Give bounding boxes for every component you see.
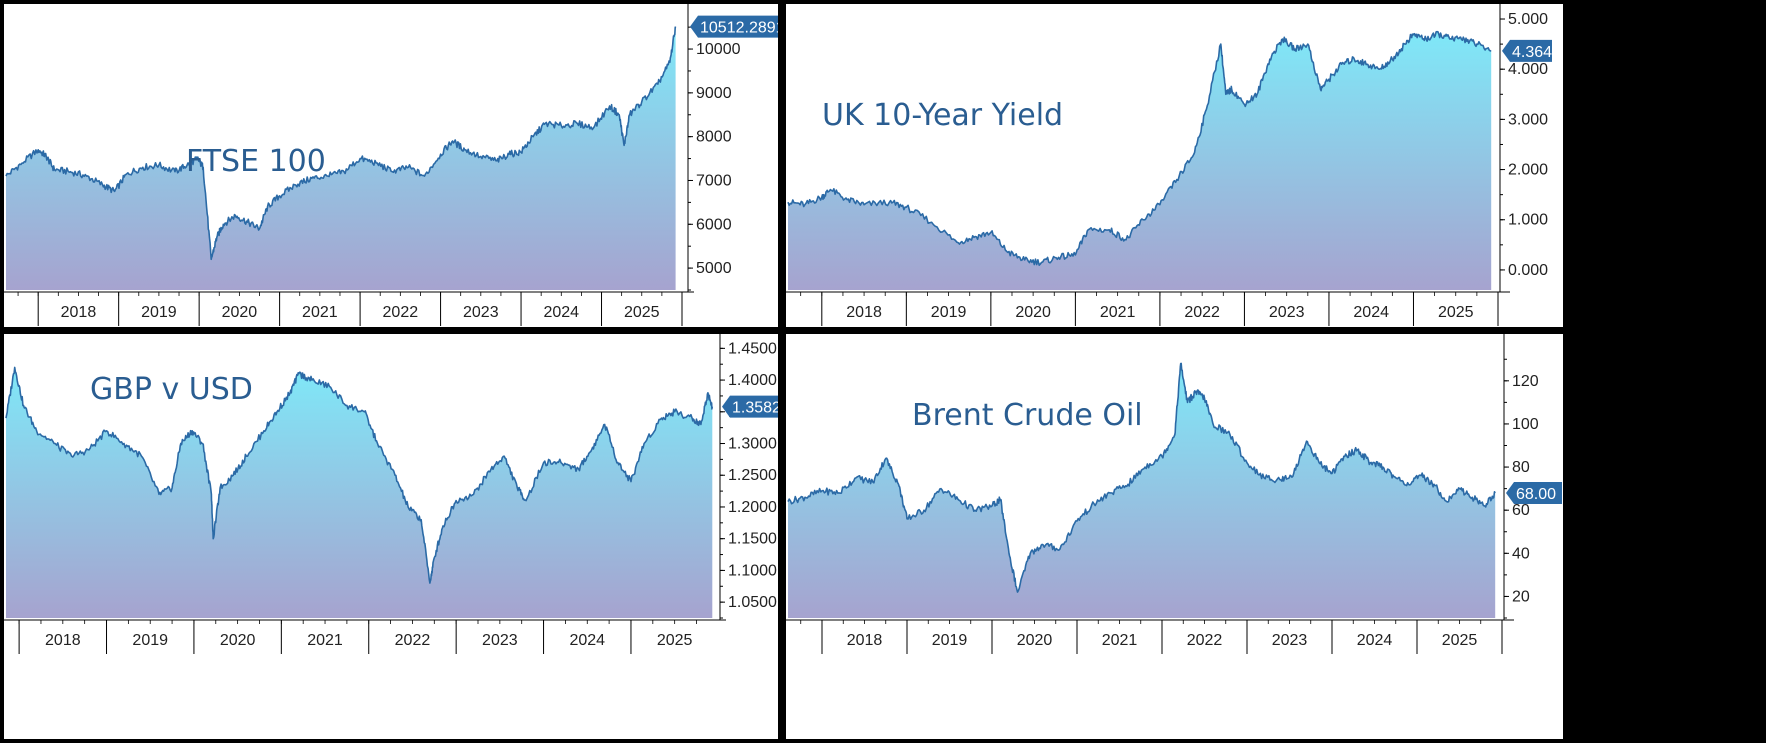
y-tick-label: 1.1500	[728, 531, 777, 548]
year-label: 2018	[847, 632, 883, 649]
last-value-label: 10512.2891	[700, 20, 778, 37]
y-tick-label: 8000	[696, 129, 732, 146]
brent-panel: 20 40 60 80 100 120 68.00 2018 2019 2020 2021 2022 2…	[786, 334, 1563, 739]
y-tick-label: 1.2000	[728, 499, 777, 516]
gilt-yield-panel: 0.000 1.000 2.000 3.000 4.000 5.000 4.364 2018 2…	[786, 4, 1563, 327]
year-label: 2020	[1015, 304, 1051, 321]
year-label: 2025	[1442, 632, 1478, 649]
y-tick-label: 1.2500	[728, 467, 777, 484]
year-label: 2019	[932, 632, 968, 649]
year-label: 2025	[1438, 304, 1474, 321]
gilt-yield-chart: 0.000 1.000 2.000 3.000 4.000 5.000 4.364 2018 2…	[786, 4, 1552, 326]
last-value-label: 68.00	[1516, 486, 1556, 503]
y-tick-label: 1.4500	[728, 340, 777, 357]
y-tick-label: 120	[1512, 373, 1539, 390]
year-label: 2024	[543, 304, 579, 321]
y-tick-label: 5000	[696, 260, 732, 277]
y-tick-label: 100	[1512, 416, 1539, 433]
year-label: 2025	[657, 632, 693, 649]
year-label: 2022	[383, 304, 419, 321]
last-value-tag	[1502, 39, 1552, 62]
gbpusd-chart: 1.0500 1.1000 1.1500 1.2000 1.2500 1.3000 1.35…	[4, 334, 778, 654]
year-label: 2019	[141, 304, 177, 321]
series-line	[787, 30, 1492, 266]
year-label: 2018	[846, 304, 882, 321]
last-value-label: 4.364	[1512, 44, 1552, 61]
brent-chart: 20 40 60 80 100 120 68.00 2018 2019 2020 2021 2022 2…	[786, 334, 1562, 654]
y-tick-label: 5.000	[1508, 11, 1548, 28]
year-label: 2024	[1357, 632, 1393, 649]
ftse-chart: 5000 6000 7000 8000 9000 10000 10512.2891 2018 2…	[4, 4, 778, 326]
year-label: 2025	[624, 304, 660, 321]
y-tick-label: 10000	[696, 41, 741, 58]
year-label: 2019	[132, 632, 168, 649]
series-line	[5, 366, 714, 584]
year-label: 2020	[222, 304, 258, 321]
year-label: 2020	[220, 632, 256, 649]
ftse-panel: 5000 6000 7000 8000 9000 10000 10512.2891 2018 2…	[4, 4, 778, 327]
y-tick-label: 1.1000	[728, 562, 777, 579]
year-label: 2021	[1102, 632, 1138, 649]
y-tick-label: 60	[1512, 502, 1530, 519]
year-label: 2024	[569, 632, 605, 649]
y-tick-label: 80	[1512, 459, 1530, 476]
y-tick-label: 1.3000	[728, 436, 777, 453]
year-label: 2020	[1017, 632, 1053, 649]
gilt-yield-title: UK 10-Year Yield	[822, 98, 1064, 133]
gbpusd-title: GBP v USD	[90, 372, 253, 407]
y-tick-label: 20	[1512, 588, 1530, 605]
year-label: 2018	[45, 632, 81, 649]
y-tick-label: 1.4000	[728, 372, 777, 389]
year-label: 2021	[302, 304, 338, 321]
year-label: 2023	[1272, 632, 1308, 649]
last-value-tag	[722, 395, 778, 418]
year-label: 2019	[931, 304, 967, 321]
year-label: 2021	[1100, 304, 1136, 321]
year-label: 2022	[1184, 304, 1220, 321]
year-label: 2024	[1353, 304, 1389, 321]
y-tick-label: 7000	[696, 172, 732, 189]
year-label: 2023	[1269, 304, 1305, 321]
y-tick-label: 4.000	[1508, 61, 1548, 78]
y-tick-label: 3.000	[1508, 111, 1548, 128]
gbpusd-panel: 1.0500 1.1000 1.1500 1.2000 1.2500 1.3000 1.35…	[4, 334, 778, 739]
last-value-label: 1.3582	[732, 400, 778, 417]
year-label: 2023	[482, 632, 518, 649]
series-area	[788, 31, 1492, 290]
last-value-tag	[690, 15, 778, 38]
series-line	[787, 362, 1496, 593]
series-area	[6, 26, 676, 290]
year-label: 2023	[463, 304, 499, 321]
y-tick-label: 0.000	[1508, 262, 1548, 279]
y-tick-label: 1.0500	[728, 594, 777, 611]
y-tick-label: 40	[1512, 545, 1530, 562]
y-tick-label: 9000	[696, 85, 732, 102]
year-label: 2022	[395, 632, 431, 649]
ftse-title: FTSE 100	[186, 144, 326, 179]
series-area	[6, 367, 713, 618]
y-tick-label: 1.000	[1508, 212, 1548, 229]
y-tick-label: 2.000	[1508, 162, 1548, 179]
last-value-tag	[1506, 481, 1562, 504]
year-label: 2018	[61, 304, 97, 321]
y-tick-label: 6000	[696, 216, 732, 233]
series-area	[788, 363, 1496, 618]
year-label: 2022	[1187, 632, 1223, 649]
series-line	[5, 26, 677, 261]
brent-title: Brent Crude Oil	[912, 398, 1143, 433]
year-label: 2021	[307, 632, 343, 649]
